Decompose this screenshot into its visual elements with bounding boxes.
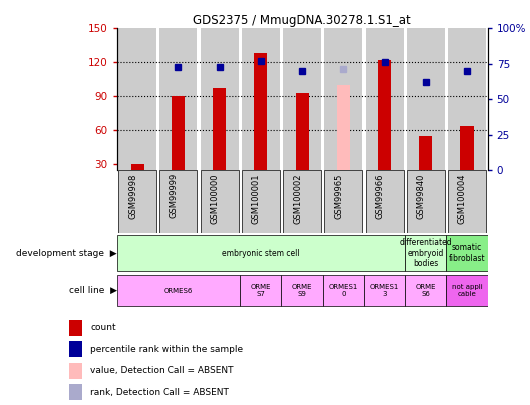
Text: GSM99999: GSM99999 [170, 173, 179, 218]
Bar [281, 275, 323, 306]
Bar [69, 320, 82, 336]
Bar [117, 275, 240, 306]
Bar [405, 235, 446, 271]
Text: GSM100004: GSM100004 [458, 173, 467, 224]
Bar [118, 28, 156, 170]
Bar [366, 28, 403, 170]
Text: development stage  ▶: development stage ▶ [16, 249, 117, 258]
Bar [242, 170, 280, 233]
Text: embryonic stem cell: embryonic stem cell [222, 249, 299, 258]
Bar [446, 275, 488, 306]
Bar [242, 28, 280, 170]
Bar [407, 170, 445, 233]
Bar [407, 28, 445, 170]
Bar [117, 235, 405, 271]
Bar [324, 170, 363, 233]
Text: GSM100002: GSM100002 [293, 173, 302, 224]
Text: ORME
S6: ORME S6 [416, 284, 436, 297]
Text: GSM99998: GSM99998 [128, 173, 137, 219]
Bar [254, 53, 268, 170]
Text: rank, Detection Call = ABSENT: rank, Detection Call = ABSENT [90, 388, 229, 396]
Bar [69, 384, 82, 400]
Text: ORMES1
3: ORMES1 3 [370, 284, 399, 297]
Text: value, Detection Call = ABSENT: value, Detection Call = ABSENT [90, 366, 234, 375]
Bar [118, 170, 156, 233]
Bar [201, 28, 238, 170]
Text: ORME
S9: ORME S9 [292, 284, 312, 297]
Bar [69, 341, 82, 357]
Bar [337, 85, 350, 170]
Text: ORME
S7: ORME S7 [251, 284, 271, 297]
Bar [160, 170, 197, 233]
Bar [461, 126, 474, 170]
Bar [213, 88, 226, 170]
Text: differentiated
embryoid
bodies: differentiated embryoid bodies [400, 238, 452, 268]
Text: GSM99965: GSM99965 [334, 173, 343, 219]
Text: ORMES1
0: ORMES1 0 [329, 284, 358, 297]
Bar [296, 93, 308, 170]
Bar [419, 136, 432, 170]
Text: GSM99966: GSM99966 [376, 173, 385, 219]
Text: percentile rank within the sample: percentile rank within the sample [90, 345, 243, 354]
Bar [201, 170, 238, 233]
Bar [283, 28, 321, 170]
Text: somatic
fibroblast: somatic fibroblast [449, 243, 485, 263]
Bar [378, 60, 391, 170]
Bar [172, 96, 185, 170]
Text: GSM100000: GSM100000 [210, 173, 219, 224]
Bar [283, 170, 321, 233]
Bar [324, 28, 363, 170]
Text: ORMES6: ORMES6 [164, 288, 193, 294]
Text: not appli
cable: not appli cable [452, 284, 482, 297]
Bar [446, 235, 488, 271]
Text: cell line  ▶: cell line ▶ [68, 286, 117, 295]
Bar [160, 28, 197, 170]
Text: GSM99840: GSM99840 [417, 173, 426, 219]
Bar [405, 275, 446, 306]
Text: count: count [90, 323, 116, 333]
Bar [240, 275, 281, 306]
Text: GSM100001: GSM100001 [252, 173, 261, 224]
Bar [448, 170, 486, 233]
Bar [323, 275, 364, 306]
Bar [69, 362, 82, 379]
Bar [366, 170, 403, 233]
Title: GDS2375 / MmugDNA.30278.1.S1_at: GDS2375 / MmugDNA.30278.1.S1_at [193, 14, 411, 27]
Bar [130, 164, 144, 170]
Bar [448, 28, 486, 170]
Bar [364, 275, 405, 306]
